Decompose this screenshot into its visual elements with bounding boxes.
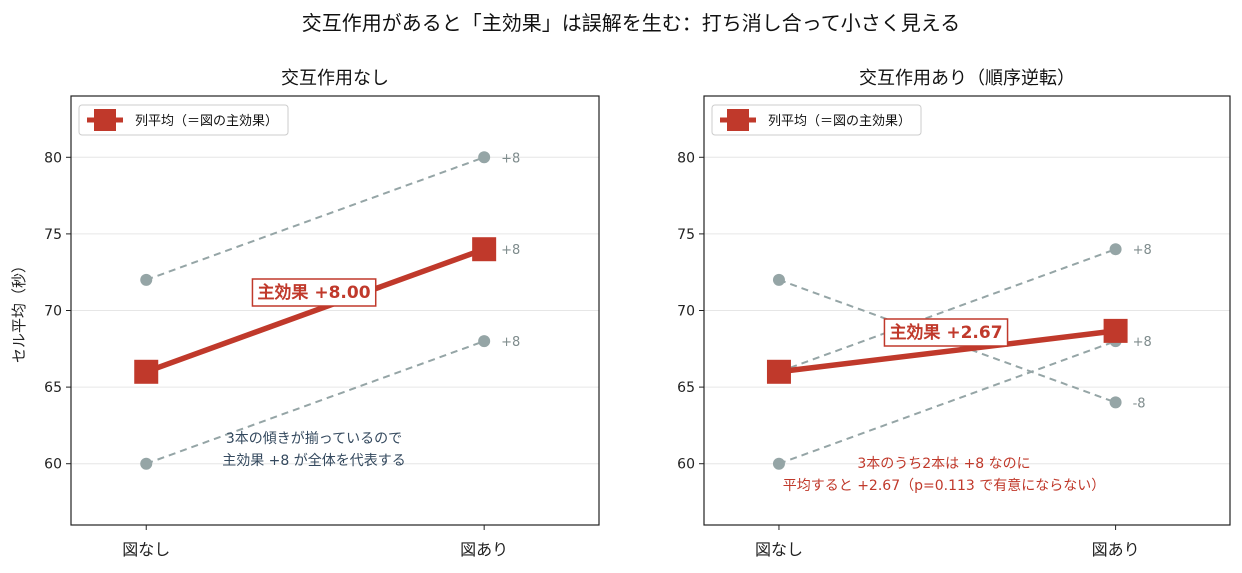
effect-label: 主効果 +2.67 <box>889 322 1002 343</box>
cell-point <box>1109 243 1122 256</box>
y-tick-label: 80 <box>44 150 62 166</box>
cell-line <box>778 340 1116 465</box>
panel-title: 交互作用あり（順序逆転） <box>859 68 1075 89</box>
effect-box <box>883 318 1009 347</box>
y-tick-label: 65 <box>44 380 62 396</box>
legend: 列平均（＝図の主効果） <box>78 104 289 136</box>
y-tick-label: 80 <box>677 150 695 166</box>
legend-label: 列平均（＝図の主効果） <box>768 114 911 129</box>
mean-point <box>1103 318 1128 343</box>
y-tick-label: 75 <box>677 227 695 243</box>
legend: 列平均（＝図の主効果） <box>711 104 922 136</box>
y-tick-label: 60 <box>44 457 62 473</box>
cell-point <box>772 273 785 286</box>
mean-line <box>778 328 1116 375</box>
legend-label: 列平均（＝図の主効果） <box>135 114 278 129</box>
cell-diff-label: +8 <box>501 335 520 350</box>
chart-panel-1: 60 65 70 75 80 図なし 図あり +8 +8 +8 主効果 +8.00 3本の傾きが揃って… <box>10 68 600 559</box>
cell-diff-label: -8 <box>1133 396 1146 411</box>
cell-point <box>478 151 491 164</box>
annotation-note: 3本の傾きが揃っているので <box>226 431 402 447</box>
cell-diff-label: +8 <box>1133 243 1152 258</box>
cell-line <box>145 156 485 281</box>
figure-title: 交互作用があると「主効果」は誤解を生む：打ち消し合って小さく見える <box>302 11 960 35</box>
cell-point <box>478 335 491 348</box>
y-tick-label: 60 <box>677 457 695 473</box>
x-tick-label: 図あり <box>1092 540 1140 559</box>
legend-marker <box>94 109 116 131</box>
y-tick-label: 65 <box>677 380 695 396</box>
x-tick-label: 図あり <box>460 540 508 559</box>
y-tick-label: 70 <box>677 304 695 320</box>
mean-point <box>766 359 791 384</box>
x-tick-label: 図なし <box>122 540 170 559</box>
cell-point <box>140 273 153 286</box>
effect-annotation: 主効果 +8.00 <box>251 278 377 307</box>
cell-point <box>140 457 153 470</box>
x-tick-label: 図なし <box>755 540 803 559</box>
y-tick-label: 75 <box>44 227 62 243</box>
cell-point <box>772 457 785 470</box>
y-axis-label: セル平均（秒） <box>10 258 28 363</box>
annotation-note: 平均すると +2.67（p=0.113 で有意にならない） <box>783 477 1106 494</box>
plot-frame <box>703 95 1231 526</box>
effect-label: 主効果 +8.00 <box>257 282 370 303</box>
legend-box <box>711 104 922 136</box>
chart-panel-2: 60 65 70 75 80 図なし 図あり -8 +8 +8 主効果 +2.67 3本のうち2本は … <box>677 68 1231 559</box>
effect-box <box>251 278 377 307</box>
cell-diff-label: +8 <box>501 151 520 166</box>
annotation-note: 主効果 +8 が全体を代表する <box>222 452 406 469</box>
mean-line <box>145 246 486 375</box>
effect-annotation: 主効果 +2.67 <box>883 318 1009 347</box>
y-tick-label: 70 <box>44 304 62 320</box>
cell-diff-label: +8 <box>1133 335 1152 350</box>
cell-point <box>1109 396 1122 409</box>
mean-diff-label: +8 <box>501 243 520 258</box>
mean-point <box>472 237 497 262</box>
mean-point <box>134 359 159 384</box>
legend-marker <box>727 109 749 131</box>
panel-title: 交互作用なし <box>281 68 389 89</box>
plot-frame <box>70 95 600 526</box>
annotation-note: 3本のうち2本は +8 なのに <box>857 456 1030 472</box>
legend-box <box>78 104 289 136</box>
